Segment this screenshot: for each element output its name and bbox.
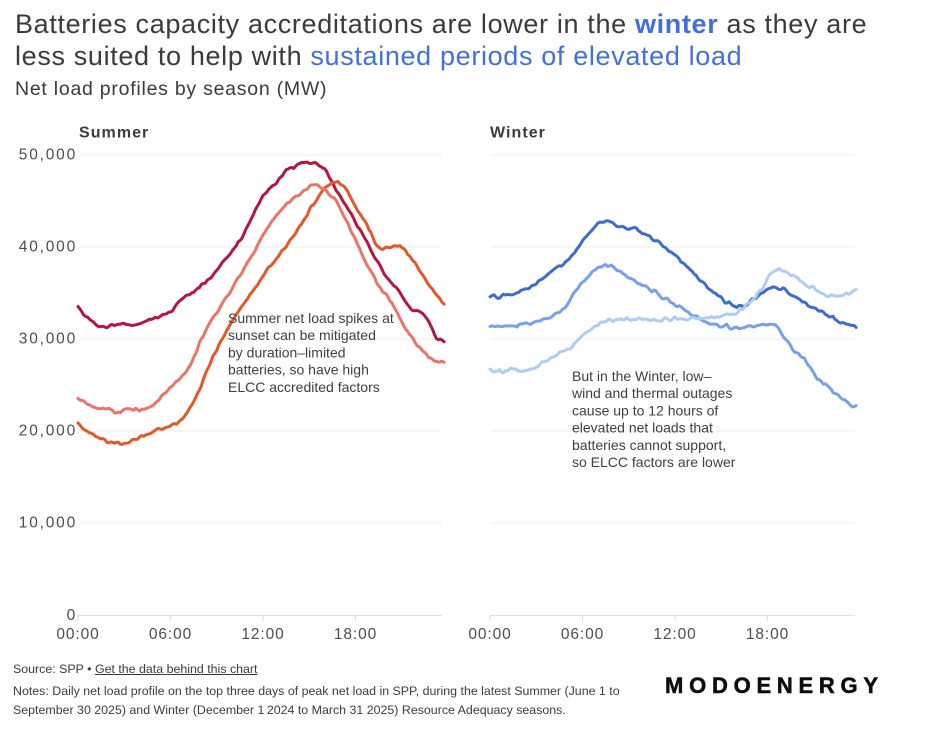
- svg-text:batteries cannot support,: batteries cannot support,: [572, 437, 726, 453]
- svg-text:ELCC accredited factors: ELCC accredited factors: [228, 379, 380, 395]
- svg-text:06:00: 06:00: [149, 626, 192, 643]
- svg-text:50,000: 50,000: [19, 147, 77, 164]
- svg-text:Summer net load spikes at: Summer net load spikes at: [228, 310, 394, 326]
- svg-text:12:00: 12:00: [653, 626, 696, 643]
- svg-text:00:00: 00:00: [468, 626, 511, 643]
- svg-text:20,000: 20,000: [19, 423, 77, 440]
- svg-text:40,000: 40,000: [19, 239, 77, 256]
- svg-text:But in the Winter, low–: But in the Winter, low–: [572, 368, 712, 384]
- svg-text:cause up to 12 hours of: cause up to 12 hours of: [572, 402, 718, 418]
- svg-text:sunset can be mitigated: sunset can be mitigated: [228, 327, 376, 343]
- svg-text:elevated net loads that: elevated net loads that: [572, 420, 713, 436]
- svg-text:wind and thermal outages: wind and thermal outages: [571, 385, 732, 401]
- svg-text:30,000: 30,000: [19, 331, 77, 348]
- svg-text:18:00: 18:00: [334, 626, 377, 643]
- svg-text:12:00: 12:00: [241, 626, 284, 643]
- svg-text:18:00: 18:00: [746, 626, 789, 643]
- svg-text:by duration–limited: by duration–limited: [228, 344, 346, 360]
- svg-text:06:00: 06:00: [561, 626, 604, 643]
- svg-text:batteries, so have high: batteries, so have high: [228, 362, 369, 378]
- svg-text:0: 0: [67, 607, 77, 624]
- svg-text:Summer: Summer: [79, 125, 149, 142]
- svg-text:so ELCC factors are lower: so ELCC factors are lower: [572, 454, 736, 470]
- svg-text:00:00: 00:00: [56, 626, 99, 643]
- svg-text:10,000: 10,000: [19, 515, 77, 532]
- svg-text:Winter: Winter: [490, 125, 546, 142]
